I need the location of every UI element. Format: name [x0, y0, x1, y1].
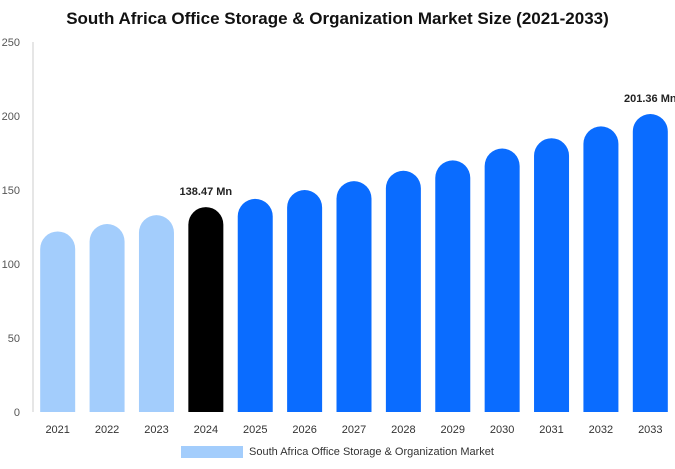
legend-swatch — [181, 446, 243, 458]
x-tick-label: 2033 — [638, 424, 662, 436]
bar-2031[interactable] — [534, 138, 570, 412]
y-tick-label: 0 — [14, 407, 20, 419]
legend-label: South Africa Office Storage & Organizati… — [249, 446, 494, 458]
x-tick-label: 2022 — [95, 424, 119, 436]
x-tick-label: 2027 — [342, 424, 366, 436]
y-tick-label: 200 — [2, 111, 20, 123]
y-tick-label: 50 — [8, 333, 20, 345]
chart-title: South Africa Office Storage & Organizati… — [66, 9, 609, 28]
y-tick-label: 150 — [2, 185, 20, 197]
bar-2028[interactable] — [385, 170, 421, 412]
bar-2026[interactable] — [287, 190, 323, 412]
x-axis: 2021 2022 2023 2024 2025 2026 2027 2028 2029 2030… — [45, 424, 662, 436]
x-tick-label: 2021 — [45, 424, 69, 436]
bar-2025[interactable] — [237, 198, 273, 412]
bar-2024[interactable] — [188, 207, 224, 412]
data-labels: 138.47 Mn 201.36 Mn — [180, 93, 675, 198]
legend[interactable]: South Africa Office Storage & Organizati… — [0, 446, 675, 458]
data-label: 138.47 Mn — [180, 186, 233, 198]
y-axis: 0 50 100 150 200 250 — [2, 37, 34, 419]
bars — [40, 113, 668, 413]
bar-2023[interactable] — [138, 215, 174, 412]
bar-2032[interactable] — [583, 126, 619, 413]
x-tick-label: 2025 — [243, 424, 267, 436]
data-label: 201.36 Mn — [624, 93, 675, 105]
x-tick-label: 2026 — [292, 424, 316, 436]
bar-2022[interactable] — [89, 224, 125, 412]
bar-2021[interactable] — [40, 231, 76, 412]
bar-2033[interactable] — [632, 113, 668, 413]
bar-2027[interactable] — [336, 181, 372, 412]
y-tick-label: 250 — [2, 37, 20, 49]
x-tick-label: 2031 — [539, 424, 563, 436]
x-tick-label: 2023 — [144, 424, 168, 436]
bar-2029[interactable] — [435, 160, 471, 412]
x-tick-label: 2028 — [391, 424, 415, 436]
x-tick-label: 2024 — [194, 424, 218, 436]
x-tick-label: 2032 — [589, 424, 613, 436]
x-tick-label: 2030 — [490, 424, 514, 436]
x-tick-label: 2029 — [441, 424, 465, 436]
bar-2030[interactable] — [484, 148, 520, 412]
y-tick-label: 100 — [2, 259, 20, 271]
